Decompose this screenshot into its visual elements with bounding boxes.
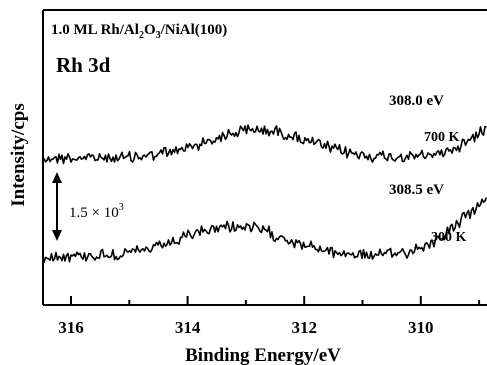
- peak-label-300k: 308.5 eV: [389, 182, 444, 198]
- scale-bar-arrow-down: [52, 230, 62, 241]
- spectrum-line: [43, 124, 487, 165]
- scale-bar-arrow-up: [52, 172, 62, 183]
- x-tick-label: 314: [175, 318, 201, 337]
- sample-label: 1.0 ML Rh/Al2O3/NiAl(100): [51, 22, 227, 41]
- scale-bar-exponent: 3: [119, 202, 124, 213]
- x-tick-label: 310: [408, 318, 434, 337]
- region-label: Rh 3d: [56, 53, 111, 77]
- sample-label-sub1: 2: [139, 30, 144, 41]
- y-axis-title: Intensity/cps: [8, 103, 29, 206]
- x-tick-label: 312: [291, 318, 317, 337]
- sample-label-sub2: 3: [156, 30, 161, 41]
- peak-label-700k: 308.0 eV: [389, 93, 444, 109]
- x-tick-label: 316: [58, 318, 84, 337]
- scale-bar: [52, 172, 62, 241]
- sample-label-mid: O: [144, 22, 156, 38]
- sample-label-suffix: /NiAl(100): [160, 22, 228, 38]
- series-label-300k: 300 K: [431, 230, 467, 245]
- series-layer: [43, 124, 487, 263]
- x-ticks: 316314312310308306: [58, 296, 481, 337]
- spectrum-line: [43, 197, 487, 263]
- plot-frame: [42, 9, 487, 306]
- scale-bar-label: 1.5 × 103: [69, 202, 124, 221]
- series-label-700k: 700 K: [424, 130, 460, 145]
- x-axis-title: Binding Energy/eV: [185, 345, 341, 365]
